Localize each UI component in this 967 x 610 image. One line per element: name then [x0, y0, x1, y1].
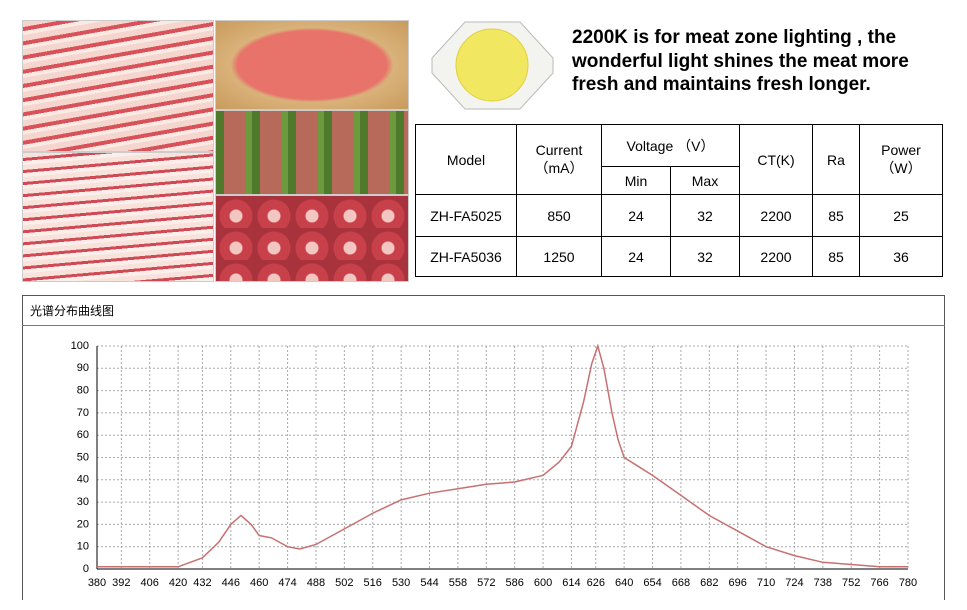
x-tick-label: 474 [278, 577, 296, 589]
cell: 850 [516, 194, 602, 237]
x-tick-label: 558 [449, 577, 467, 589]
headline-line: 2200K is for meat zone lighting , the [572, 27, 897, 48]
x-tick-label: 780 [899, 577, 917, 589]
headline-line: fresh and maintains fresh longer. [572, 74, 871, 95]
cell: ZH-FA5036 [415, 236, 517, 277]
y-tick-label: 90 [77, 362, 89, 374]
header-cell: Power （W） [859, 124, 943, 195]
header-cell: Ra [812, 124, 860, 195]
y-tick-label: 80 [77, 385, 89, 397]
cell: 85 [812, 194, 860, 237]
x-tick-label: 460 [250, 577, 268, 589]
y-tick-label: 70 [77, 407, 89, 419]
x-tick-label: 614 [562, 577, 580, 589]
table-row: ZH-FA5025 850 24 32 2200 85 25 [415, 194, 943, 237]
x-tick-label: 530 [392, 577, 410, 589]
cell: 25 [859, 194, 943, 237]
x-tick-label: 752 [842, 577, 860, 589]
cell: 32 [670, 236, 740, 277]
x-tick-label: 710 [757, 577, 775, 589]
x-tick-label: 586 [505, 577, 523, 589]
cell: 24 [601, 194, 671, 237]
cell: ZH-FA5025 [415, 194, 517, 237]
x-tick-label: 544 [420, 577, 438, 589]
x-tick-label: 572 [477, 577, 495, 589]
x-tick-label: 724 [785, 577, 803, 589]
cell: 2200 [739, 194, 813, 237]
headline: 2200K is for meat zone lighting , the wo… [572, 26, 909, 97]
meat-photo [215, 110, 409, 195]
x-tick-label: 502 [335, 577, 353, 589]
y-tick-label: 40 [77, 474, 89, 486]
x-tick-label: 392 [112, 577, 130, 589]
y-tick-label: 60 [77, 429, 89, 441]
y-tick-label: 10 [77, 541, 89, 553]
x-tick-label: 626 [587, 577, 605, 589]
table-row: ZH-FA5036 1250 24 32 2200 85 36 [415, 236, 943, 277]
x-tick-label: 654 [643, 577, 661, 589]
meat-photo [215, 20, 409, 110]
header-cell: Voltage （V） [601, 124, 740, 167]
cell: 36 [859, 236, 943, 277]
cell: 24 [601, 236, 671, 277]
header-cell: Max [670, 166, 740, 195]
header-cell: Min [601, 166, 671, 195]
meat-photo [215, 195, 409, 282]
x-tick-label: 696 [729, 577, 747, 589]
header-cell: Model [415, 124, 517, 195]
y-tick-label: 50 [77, 451, 89, 463]
header-cell: CT(K) [739, 124, 813, 195]
spec-table: Model Current （mA） Voltage （V） CT(K) Ra … [415, 124, 943, 277]
meat-photo [22, 20, 214, 152]
y-tick-label: 20 [77, 518, 89, 530]
x-tick-label: 668 [672, 577, 690, 589]
x-tick-label: 488 [307, 577, 325, 589]
spectrum-line [97, 343, 908, 568]
chart-frame [22, 295, 945, 600]
x-tick-label: 420 [169, 577, 187, 589]
x-tick-label: 766 [870, 577, 888, 589]
x-tick-label: 738 [814, 577, 832, 589]
cell: 2200 [739, 236, 813, 277]
x-tick-label: 432 [193, 577, 211, 589]
x-tick-label: 682 [700, 577, 718, 589]
y-tick-label: 100 [71, 340, 89, 352]
chart-title: 光谱分布曲线图 [30, 304, 114, 318]
header-cell: Current （mA） [516, 124, 602, 195]
x-tick-label: 640 [615, 577, 633, 589]
x-tick-label: 380 [88, 577, 106, 589]
x-tick-label: 600 [534, 577, 552, 589]
led-phosphor [455, 28, 529, 102]
cell: 85 [812, 236, 860, 277]
x-tick-label: 446 [222, 577, 240, 589]
headline-line: wonderful light shines the meat more [572, 50, 909, 72]
x-tick-label: 516 [364, 577, 382, 589]
x-tick-label: 406 [141, 577, 159, 589]
cell: 1250 [516, 236, 602, 277]
chart: 光谱分布曲线图 0 10 20 30 40 50 60 70 80 90 100 380 392 406 4… [22, 295, 945, 600]
meat-photo [22, 152, 214, 282]
y-tick-label: 0 [83, 563, 89, 575]
cell: 32 [670, 194, 740, 237]
y-tick-label: 30 [77, 496, 89, 508]
led-chip [431, 21, 554, 110]
